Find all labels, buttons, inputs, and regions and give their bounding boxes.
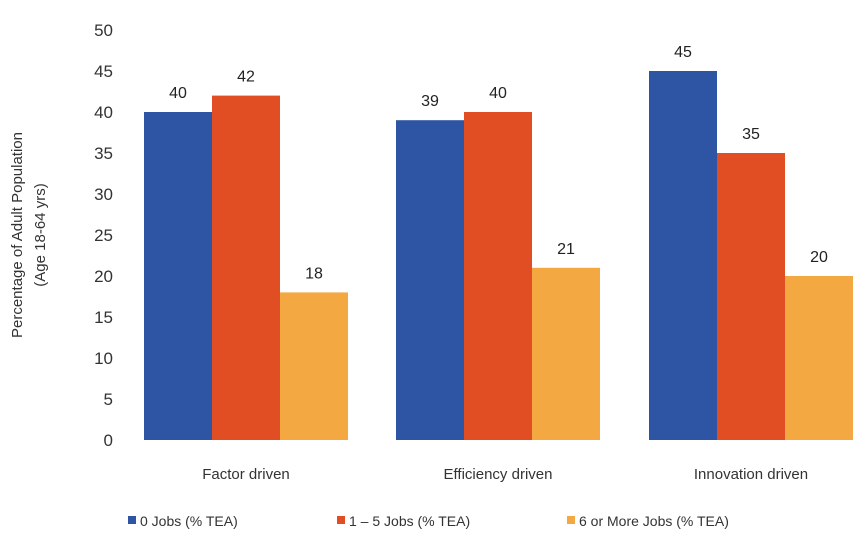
y-tick-label: 0 <box>104 431 113 450</box>
y-tick-label: 45 <box>94 62 113 81</box>
bar-1-factor-driven <box>144 112 212 440</box>
legend-label: 6 or More Jobs (% TEA) <box>579 513 729 529</box>
legend-swatch <box>128 516 136 524</box>
x-axis-categories: Factor driven Efficiency driven Innovation… <box>202 466 808 483</box>
y-tick-label: 50 <box>94 21 113 40</box>
y-tick-label: 20 <box>94 267 113 286</box>
data-label: 20 <box>810 249 828 266</box>
legend-label: 1 – 5 Jobs (% TEA) <box>349 513 470 529</box>
data-label: 35 <box>742 126 760 143</box>
bar-1-innovation-driven <box>649 71 717 440</box>
bar-1-efficiency-driven <box>396 120 464 440</box>
y-axis-ticks: 0 5 10 15 20 25 30 35 40 45 50 <box>94 21 113 450</box>
y-tick-label: 40 <box>94 103 113 122</box>
bar-3-innovation-driven <box>785 276 853 440</box>
data-label: 45 <box>674 44 692 61</box>
bar-2-innovation-driven <box>717 153 785 440</box>
y-tick-label: 5 <box>104 390 113 409</box>
y-tick-label: 15 <box>94 308 113 327</box>
bar-2-factor-driven <box>212 95 280 440</box>
x-category-label: Factor driven <box>202 466 290 483</box>
data-label: 39 <box>421 93 439 110</box>
data-label: 42 <box>237 69 255 86</box>
y-axis-title-line-2: (Age 18-64 yrs) <box>32 183 49 286</box>
data-label: 18 <box>305 265 323 282</box>
x-category-label: Efficiency driven <box>444 466 553 483</box>
data-label: 40 <box>489 85 507 102</box>
legend-label: 0 Jobs (% TEA) <box>140 513 238 529</box>
y-tick-label: 30 <box>94 185 113 204</box>
legend: 0 Jobs (% TEA) 1 – 5 Jobs (% TEA) 6 or Mor… <box>128 513 729 529</box>
y-tick-label: 10 <box>94 349 113 368</box>
bar-3-efficiency-driven <box>532 267 600 440</box>
data-label: 21 <box>557 241 575 258</box>
y-tick-label: 35 <box>94 144 113 163</box>
legend-swatch <box>567 516 575 524</box>
bar-3-factor-driven <box>280 292 348 440</box>
legend-swatch <box>337 516 345 524</box>
y-axis-title-line-1: Percentage of Adult Population <box>9 132 26 338</box>
y-axis-label: Percentage of Adult Population (Age 18-64… <box>9 132 49 338</box>
x-category-label: Innovation driven <box>694 466 808 483</box>
data-label: 40 <box>169 85 187 102</box>
y-tick-label: 25 <box>94 226 113 245</box>
data-labels: 40 39 45 42 40 35 18 21 20 <box>169 44 828 282</box>
bars <box>144 71 853 440</box>
bar-2-efficiency-driven <box>464 112 532 440</box>
